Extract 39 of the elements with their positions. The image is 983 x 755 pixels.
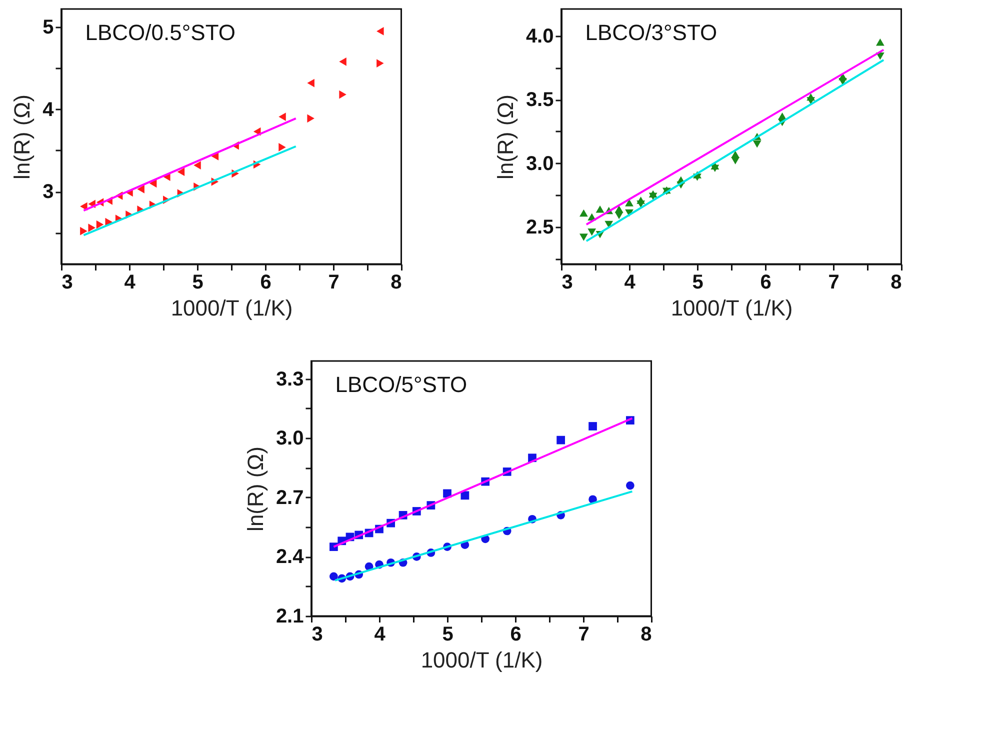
y-tick-label: 2.5 bbox=[526, 216, 554, 239]
x-tick-label: 7 bbox=[828, 272, 840, 294]
y-tick-label: 3.5 bbox=[526, 89, 554, 112]
y-tick-label: 2.4 bbox=[276, 546, 305, 568]
x-tick-label: 5 bbox=[442, 624, 454, 646]
y-axis-title: ln(R) (Ω) bbox=[10, 94, 35, 180]
x-axis-title: 1000/T (1/K) bbox=[420, 648, 543, 672]
y-axis-title: ln(R) (Ω) bbox=[492, 94, 518, 180]
y-tick-label: 2.1 bbox=[276, 606, 304, 628]
x-tick-label: 5 bbox=[192, 272, 204, 294]
x-tick-label: 5 bbox=[692, 272, 704, 294]
y-tick-label: 3.3 bbox=[276, 368, 304, 390]
x-tick-label: 4 bbox=[124, 272, 136, 294]
y-tick-label: 2.7 bbox=[276, 486, 304, 509]
y-axis-title: ln(R) (Ω) bbox=[242, 446, 268, 532]
y-tick-label: 3 bbox=[42, 181, 54, 204]
y-tick-label: 3.0 bbox=[276, 428, 304, 450]
x-tick-label: 4 bbox=[374, 624, 386, 646]
x-axis-title: 1000/T (1/K) bbox=[670, 296, 793, 320]
y-tick-label: 5 bbox=[42, 16, 54, 39]
x-tick-label: 6 bbox=[260, 272, 272, 294]
annotation: LBCO/0.5°STO bbox=[85, 20, 236, 45]
x-tick-label: 7 bbox=[578, 624, 590, 646]
x-tick-label: 8 bbox=[640, 624, 652, 646]
x-tick-label: 8 bbox=[890, 272, 902, 294]
y-tick-label: 4 bbox=[42, 98, 55, 121]
x-tick-label: 3 bbox=[562, 272, 573, 294]
x-tick-label: 8 bbox=[390, 272, 402, 294]
x-tick-label: 3 bbox=[312, 624, 323, 646]
x-tick-label: 7 bbox=[328, 272, 340, 294]
x-tick-label: 4 bbox=[624, 272, 636, 294]
x-tick-label: 3 bbox=[62, 272, 73, 294]
y-tick-label: 3.0 bbox=[526, 152, 554, 175]
annotation: LBCO/3°STO bbox=[585, 20, 718, 45]
x-tick-label: 6 bbox=[760, 272, 772, 294]
x-axis-title: 1000/T (1/K) bbox=[170, 296, 293, 320]
y-tick-label: 4.0 bbox=[526, 25, 554, 48]
annotation: LBCO/5°STO bbox=[335, 372, 468, 397]
x-tick-label: 6 bbox=[510, 624, 522, 646]
